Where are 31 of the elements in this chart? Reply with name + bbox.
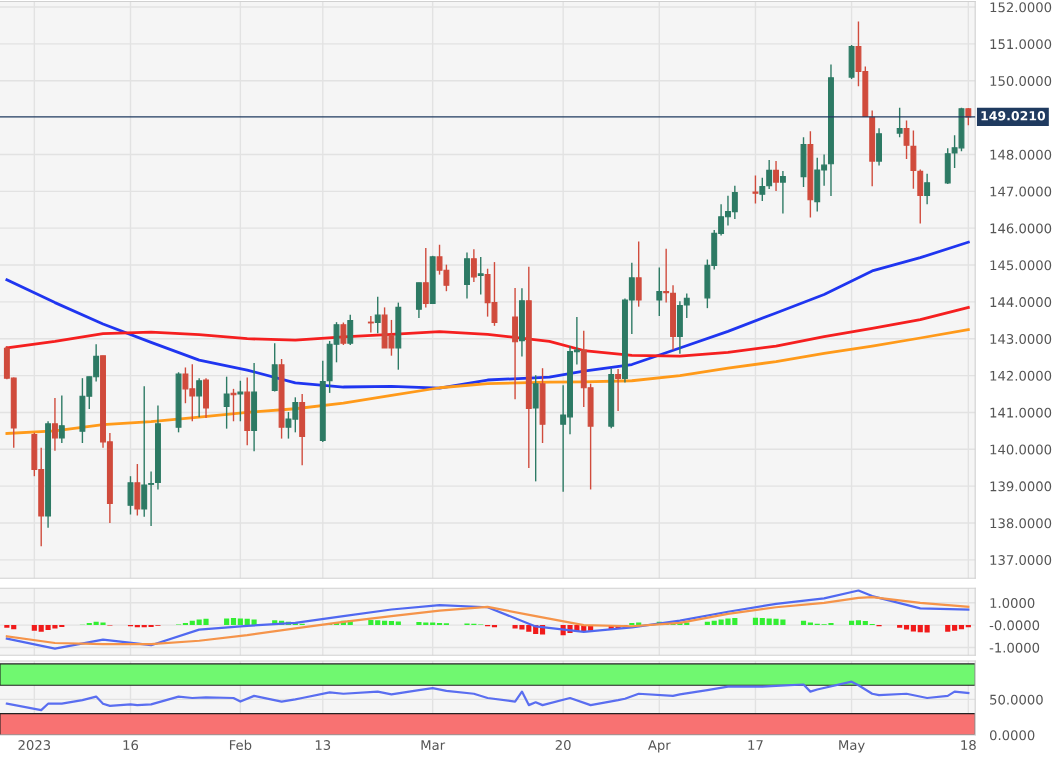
- y-tick-label: 138.0000: [990, 518, 1052, 529]
- x-tick-label: May: [839, 740, 865, 753]
- x-tick-label: 17: [748, 740, 763, 750]
- x-tick-label: Feb: [229, 739, 252, 751]
- y-tick-label: -0.0000: [989, 620, 1040, 631]
- y-tick-label: 142.0000: [990, 370, 1052, 381]
- y-tick-label: 148.0000: [990, 149, 1052, 160]
- x-tick-label: 20: [555, 740, 571, 751]
- y-tick-label: 1.0000: [990, 598, 1035, 608]
- y-tick-label: 150.0000: [990, 75, 1052, 86]
- x-tick-label: Apr: [647, 740, 671, 753]
- x-tick-label: 18: [961, 740, 976, 751]
- y-tick-label: 147.0000: [990, 186, 1052, 197]
- y-tick-label: 144.0000: [990, 297, 1052, 308]
- y-tick-label: 0.0000: [989, 730, 1035, 741]
- y-tick-label: -1.0000: [989, 642, 1040, 653]
- x-tick-label: Mar: [421, 740, 446, 751]
- x-tick-label: 13: [315, 740, 331, 751]
- y-tick-label: 152.0000: [990, 2, 1052, 13]
- x-tick-label: 2023: [18, 740, 51, 751]
- y-tick-label: 137.0000: [990, 555, 1052, 566]
- y-tick-label: 140.0000: [990, 444, 1052, 455]
- y-tick-label: 139.0000: [990, 481, 1052, 492]
- y-tick-label: 143.0000: [990, 333, 1052, 344]
- y-tick-label: 145.0000: [990, 260, 1052, 271]
- y-tick-label: 141.0000: [990, 407, 1052, 418]
- ref-line-label: 149.0210: [981, 111, 1046, 121]
- y-tick-label: 50.0000: [990, 694, 1043, 705]
- y-tick-label: 151.0000: [990, 39, 1052, 50]
- x-tick-label: 16: [123, 740, 139, 751]
- y-tick-label: 146.0000: [990, 223, 1052, 234]
